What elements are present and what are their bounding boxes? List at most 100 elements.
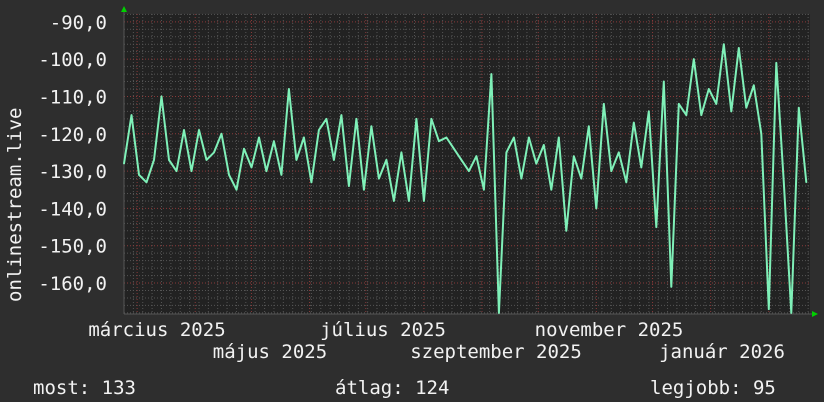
data-point bbox=[280, 174, 283, 176]
data-point bbox=[610, 170, 613, 172]
data-point bbox=[273, 140, 275, 143]
data-point bbox=[655, 226, 658, 228]
data-point bbox=[378, 177, 380, 180]
legend-current: most: 133 bbox=[33, 377, 136, 399]
data-point bbox=[400, 151, 403, 154]
data-point bbox=[715, 103, 718, 105]
data-point bbox=[737, 47, 740, 49]
data-point bbox=[490, 73, 493, 75]
data-point bbox=[213, 151, 215, 154]
data-point bbox=[543, 144, 545, 146]
data-point bbox=[438, 140, 440, 143]
y-tick-label: -120,0 bbox=[38, 124, 107, 146]
data-point bbox=[175, 170, 178, 172]
x-tick-label: május 2025 bbox=[213, 341, 327, 363]
data-point bbox=[385, 159, 388, 161]
data-point bbox=[692, 58, 695, 60]
data-point bbox=[790, 312, 793, 314]
y-tick-label: -130,0 bbox=[38, 161, 107, 183]
data-point bbox=[325, 118, 328, 120]
data-point bbox=[745, 106, 748, 109]
data-point bbox=[573, 155, 575, 157]
data-point bbox=[670, 285, 673, 288]
data-point bbox=[505, 151, 508, 154]
data-point bbox=[595, 207, 598, 210]
y-axis-title: onlinestream.live bbox=[4, 107, 26, 302]
data-point bbox=[685, 114, 688, 116]
data-point bbox=[355, 118, 358, 120]
data-point bbox=[333, 159, 335, 161]
data-point bbox=[460, 159, 463, 161]
x-tick-label: szeptember 2025 bbox=[410, 341, 582, 363]
data-point bbox=[677, 103, 680, 105]
y-tick-label: -160,0 bbox=[38, 273, 107, 295]
data-point bbox=[707, 88, 710, 90]
data-point bbox=[310, 181, 313, 184]
y-tick-label: -90,0 bbox=[50, 12, 107, 34]
data-point bbox=[423, 200, 425, 202]
data-point bbox=[123, 162, 125, 165]
data-point bbox=[198, 129, 200, 131]
data-point bbox=[363, 188, 365, 191]
data-point bbox=[160, 95, 163, 98]
data-point bbox=[775, 62, 778, 64]
data-point bbox=[265, 170, 268, 172]
data-point bbox=[558, 136, 560, 139]
data-point bbox=[190, 170, 193, 172]
legend-average: átlag: 124 bbox=[335, 377, 450, 399]
data-point bbox=[183, 129, 185, 131]
data-point bbox=[752, 84, 755, 87]
y-tick-label: -100,0 bbox=[38, 49, 107, 71]
data-point bbox=[535, 162, 538, 165]
data-point bbox=[303, 136, 305, 139]
y-tick-label: -140,0 bbox=[38, 198, 107, 220]
data-point bbox=[235, 188, 238, 191]
data-point bbox=[722, 43, 725, 46]
data-point bbox=[550, 188, 553, 191]
data-point bbox=[700, 114, 703, 116]
data-point bbox=[168, 159, 170, 161]
data-point bbox=[250, 166, 253, 169]
data-point bbox=[618, 151, 620, 154]
data-point bbox=[513, 136, 515, 139]
data-point bbox=[797, 106, 800, 109]
data-point bbox=[153, 159, 155, 161]
data-point bbox=[730, 110, 733, 113]
data-point bbox=[340, 114, 343, 116]
data-point bbox=[228, 174, 230, 176]
legend-best: legjobb: 95 bbox=[650, 377, 776, 399]
data-point bbox=[468, 170, 470, 172]
data-point bbox=[145, 181, 148, 184]
series-line bbox=[123, 43, 808, 314]
data-point bbox=[348, 185, 350, 187]
data-point bbox=[415, 118, 418, 120]
data-point bbox=[588, 125, 590, 128]
data-point bbox=[760, 132, 763, 135]
data-point bbox=[565, 229, 568, 232]
data-point bbox=[453, 147, 455, 150]
x-tick-label: január 2026 bbox=[659, 341, 785, 363]
data-point bbox=[288, 88, 290, 90]
data-point bbox=[318, 129, 320, 131]
data-point bbox=[640, 166, 643, 169]
data-point bbox=[648, 110, 650, 113]
data-point bbox=[205, 159, 208, 161]
data-point bbox=[430, 118, 433, 120]
data-point bbox=[483, 188, 485, 191]
data-point bbox=[520, 177, 523, 180]
data-point bbox=[603, 103, 605, 105]
data-point bbox=[475, 155, 478, 157]
data-point bbox=[243, 147, 245, 150]
data-point bbox=[782, 181, 785, 184]
data-point bbox=[767, 308, 770, 310]
data-point bbox=[528, 136, 530, 139]
data-point bbox=[220, 132, 223, 135]
data-point bbox=[138, 174, 140, 176]
x-tick-label: július 2025 bbox=[320, 319, 446, 341]
x-tick-label: március 2025 bbox=[88, 319, 225, 341]
data-point bbox=[805, 181, 808, 184]
data-point bbox=[370, 125, 373, 128]
data-point bbox=[580, 177, 583, 180]
